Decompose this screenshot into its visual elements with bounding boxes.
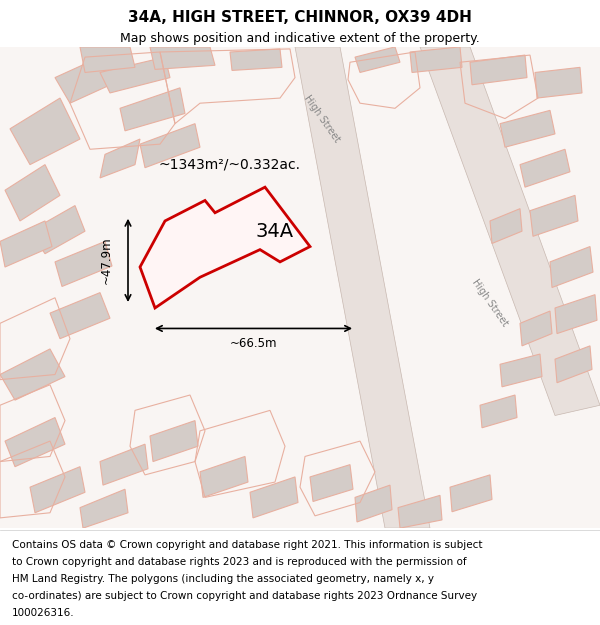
Text: 100026316.: 100026316. xyxy=(12,608,74,618)
Polygon shape xyxy=(0,221,52,267)
Polygon shape xyxy=(100,444,148,485)
Polygon shape xyxy=(520,149,570,187)
Polygon shape xyxy=(80,47,135,72)
Polygon shape xyxy=(50,292,110,339)
Polygon shape xyxy=(150,47,215,69)
Polygon shape xyxy=(10,98,80,164)
Polygon shape xyxy=(555,294,597,334)
Polygon shape xyxy=(30,206,85,254)
Polygon shape xyxy=(55,241,112,286)
Polygon shape xyxy=(55,57,115,103)
Text: HM Land Registry. The polygons (including the associated geometry, namely x, y: HM Land Registry. The polygons (includin… xyxy=(12,574,434,584)
Polygon shape xyxy=(310,464,353,501)
Polygon shape xyxy=(500,111,555,148)
Polygon shape xyxy=(420,47,600,416)
Polygon shape xyxy=(480,395,517,428)
Text: High Street: High Street xyxy=(470,278,510,328)
Polygon shape xyxy=(30,467,85,512)
Polygon shape xyxy=(5,418,65,467)
Text: ~66.5m: ~66.5m xyxy=(230,338,277,351)
Polygon shape xyxy=(80,489,128,528)
Polygon shape xyxy=(355,47,400,72)
Polygon shape xyxy=(535,68,582,98)
Polygon shape xyxy=(100,57,170,93)
Polygon shape xyxy=(5,164,60,221)
Text: to Crown copyright and database rights 2023 and is reproduced with the permissio: to Crown copyright and database rights 2… xyxy=(12,557,467,567)
Text: ~1343m²/~0.332ac.: ~1343m²/~0.332ac. xyxy=(158,158,300,172)
Text: Contains OS data © Crown copyright and database right 2021. This information is : Contains OS data © Crown copyright and d… xyxy=(12,540,482,550)
Polygon shape xyxy=(530,196,578,236)
Text: 34A, HIGH STREET, CHINNOR, OX39 4DH: 34A, HIGH STREET, CHINNOR, OX39 4DH xyxy=(128,10,472,25)
Polygon shape xyxy=(0,349,65,400)
Polygon shape xyxy=(200,456,248,498)
Text: Map shows position and indicative extent of the property.: Map shows position and indicative extent… xyxy=(120,32,480,45)
Polygon shape xyxy=(470,55,527,85)
Polygon shape xyxy=(100,139,140,178)
Polygon shape xyxy=(500,354,542,387)
Text: 34A: 34A xyxy=(256,222,294,241)
Polygon shape xyxy=(490,209,522,244)
Polygon shape xyxy=(398,496,442,528)
Text: co-ordinates) are subject to Crown copyright and database rights 2023 Ordnance S: co-ordinates) are subject to Crown copyr… xyxy=(12,591,477,601)
Polygon shape xyxy=(140,187,310,308)
Polygon shape xyxy=(410,47,462,72)
Polygon shape xyxy=(295,47,430,528)
Polygon shape xyxy=(355,485,392,522)
Polygon shape xyxy=(450,475,492,512)
Polygon shape xyxy=(250,477,298,518)
Polygon shape xyxy=(520,311,552,346)
Polygon shape xyxy=(550,246,593,288)
Text: High Street: High Street xyxy=(302,93,342,144)
Polygon shape xyxy=(150,421,198,462)
Polygon shape xyxy=(555,346,592,382)
Polygon shape xyxy=(140,124,200,168)
Text: ~47.9m: ~47.9m xyxy=(100,236,113,284)
Polygon shape xyxy=(120,88,185,131)
Polygon shape xyxy=(230,49,282,71)
